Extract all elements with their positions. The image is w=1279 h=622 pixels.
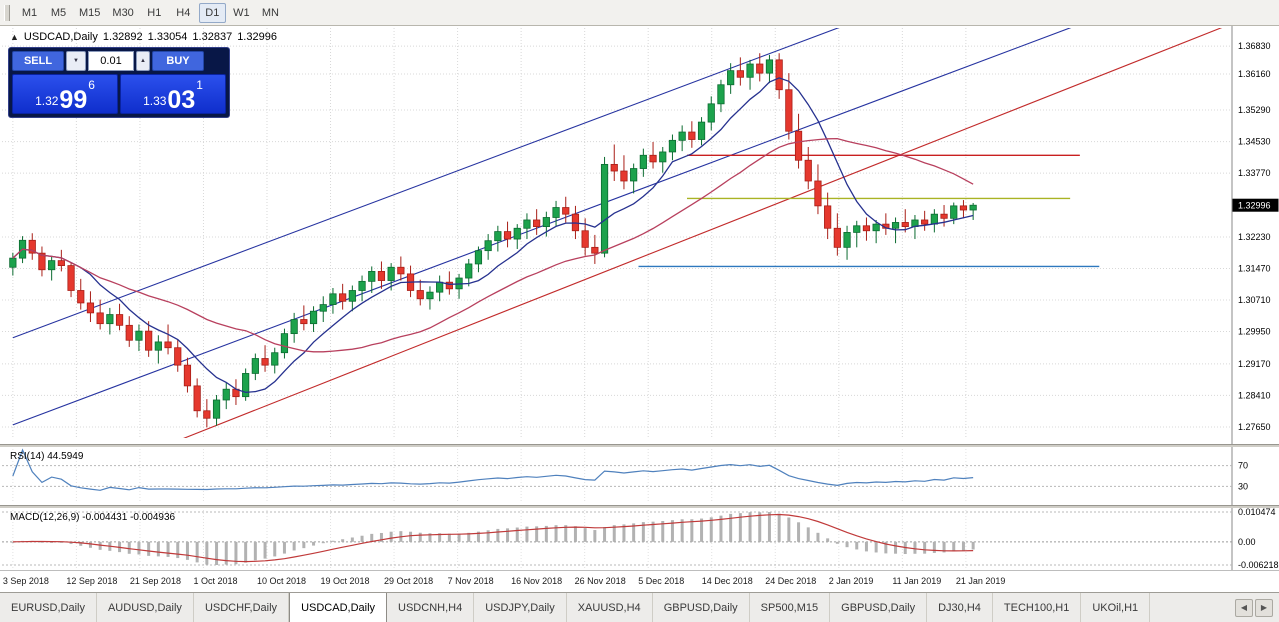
ma-slow-line — [12, 137, 974, 353]
rsi-indicator-label: RSI(14) 44.5949 — [10, 451, 84, 462]
rsi-panel-canvas[interactable]: 70 30 RSI(14) 44.5949 — [0, 447, 1279, 505]
timeframe-m15-button[interactable]: M15 — [74, 3, 105, 23]
chart-tab-tech100-h1[interactable]: TECH100,H1 — [993, 593, 1082, 622]
chart-tab-usdchf-daily[interactable]: USDCHF,Daily — [194, 593, 290, 622]
tab-scroll-right-button[interactable]: ▶ — [1255, 598, 1273, 617]
chart-window: 1.36830 1.36160 1.35290 1.34530 1.33770 1.322… — [0, 26, 1279, 444]
time-axis[interactable]: 3 Sep 2018 12 Sep 2018 21 Sep 2018 1 Oct 20… — [0, 570, 1279, 592]
chart-overlay: ▲ USDCAD,Daily 1.32892 1.33054 1.32837 1.3299… — [0, 26, 1232, 444]
price-axis-label: 1.28410 — [1238, 390, 1271, 400]
macd-axis-label: -0.006218 — [1238, 560, 1279, 570]
rsi-panel-splitter[interactable] — [0, 444, 1279, 447]
price-axis-label: 1.35290 — [1238, 105, 1271, 115]
moving-averages — [12, 77, 974, 394]
rsi-level-label: 30 — [1238, 481, 1248, 491]
sell-price-big: 1.32 — [35, 94, 59, 108]
date-label: 3 Sep 2018 — [2, 576, 49, 586]
macd-axis-label: 0.010474 — [1238, 508, 1276, 517]
chart-tab-eurusd-daily[interactable]: EURUSD,Daily — [0, 593, 97, 622]
timeframe-h1-button[interactable]: H1 — [141, 3, 168, 23]
date-label: 29 Oct 2018 — [384, 576, 434, 586]
chart-tab-ukoil-h1[interactable]: UKOil,H1 — [1081, 593, 1151, 622]
sell-price-fraction: 6 — [88, 78, 95, 92]
macd-axis-label: 0.00 — [1238, 537, 1256, 547]
chart-tab-xauusd-h4[interactable]: XAUUSD,H4 — [567, 593, 653, 622]
main-grid — [2, 28, 1232, 438]
current-price-marker — [1232, 198, 1279, 212]
timeframe-mn-button[interactable]: MN — [257, 3, 284, 23]
ma-fast-line — [12, 77, 974, 394]
price-axis-label: 1.33770 — [1238, 168, 1271, 178]
volume-spinner-up-button[interactable]: ▲ — [136, 51, 150, 71]
ascending-channel-upper — [12, 28, 840, 339]
chart-tab-gbpusd-daily[interactable]: GBPUSD,Daily — [830, 593, 928, 622]
toolbar-grip[interactable] — [4, 4, 10, 21]
one-click-trading-panel: SELL ▼ ▲ BUY 1.32 99 6 1.33 03 1 — [8, 47, 230, 118]
buy-price-big: 1.33 — [143, 94, 167, 108]
tab-scroll-left-button[interactable]: ◀ — [1235, 598, 1253, 617]
price-axis-label: 1.34530 — [1238, 137, 1271, 147]
macd-panel-splitter[interactable] — [0, 505, 1279, 508]
sell-button[interactable]: SELL — [12, 51, 64, 71]
buy-price-pips: 03 — [167, 85, 196, 114]
chart-tab-gbpusd-daily[interactable]: GBPUSD,Daily — [653, 593, 750, 622]
macd-signal-line — [12, 513, 974, 563]
macd-histogram — [11, 512, 975, 565]
volume-dropdown-button[interactable]: ▼ — [66, 51, 86, 71]
date-label: 24 Dec 2018 — [765, 576, 817, 586]
date-label: 2 Jan 2019 — [828, 576, 874, 586]
price-axis-label: 1.31470 — [1238, 264, 1271, 274]
collapse-panel-icon[interactable]: ▲ — [10, 32, 19, 42]
date-label: 21 Jan 2019 — [955, 576, 1006, 586]
chart-tab-bar: EURUSD,Daily AUDUSD,Daily USDCHF,Daily USDC… — [0, 592, 1279, 622]
sell-price-display[interactable]: 1.32 99 6 — [12, 74, 118, 114]
sell-price-pips: 99 — [59, 85, 88, 114]
date-label: 12 Sep 2018 — [66, 576, 118, 586]
chart-tab-audusd-daily[interactable]: AUDUSD,Daily — [97, 593, 194, 622]
timeframe-m1-button[interactable]: M1 — [16, 3, 43, 23]
chart-tab-usdcad-daily[interactable]: USDCAD,Daily — [289, 593, 388, 622]
tab-scroll-controls: ◀ ▶ — [1235, 593, 1279, 622]
price-axis-label: 1.29170 — [1238, 359, 1271, 369]
current-price-label: 1.32996 — [1238, 201, 1271, 211]
chart-tab-usdcnh-h4[interactable]: USDCNH,H4 — [387, 593, 475, 622]
timeframe-m30-button[interactable]: M30 — [107, 3, 138, 23]
date-label: 19 Oct 2018 — [320, 576, 370, 586]
price-axis-label: 1.30710 — [1238, 295, 1271, 305]
volume-input[interactable] — [88, 51, 134, 71]
date-label: 10 Oct 2018 — [256, 576, 307, 586]
timeframe-w1-button[interactable]: W1 — [228, 3, 255, 23]
price-axis-label: 1.27650 — [1238, 422, 1271, 432]
horizontal-levels — [638, 154, 1100, 268]
date-label: 7 Nov 2018 — [447, 576, 494, 586]
price-axis-label: 1.36160 — [1238, 69, 1271, 79]
ascending-trendline — [183, 28, 1223, 438]
buy-button[interactable]: BUY — [152, 51, 204, 71]
macd-indicator-label: MACD(12,26,9) -0.004431 -0.004936 — [10, 512, 176, 523]
date-label: 26 Nov 2018 — [574, 576, 626, 586]
date-label: 16 Nov 2018 — [511, 576, 563, 586]
date-label: 1 Oct 2018 — [193, 576, 238, 586]
buy-price-fraction: 1 — [196, 78, 203, 92]
chart-tab-sp500-m15[interactable]: SP500,M15 — [750, 593, 831, 622]
timeframe-m5-button[interactable]: M5 — [45, 3, 72, 23]
chart-tab-dj30-h4[interactable]: DJ30,H4 — [927, 593, 993, 622]
rsi-line — [12, 448, 974, 491]
date-label: 14 Dec 2018 — [701, 576, 753, 586]
price-axis-label: 1.36830 — [1238, 41, 1271, 51]
date-label: 11 Jan 2019 — [892, 576, 942, 586]
date-label: 5 Dec 2018 — [638, 576, 685, 586]
macd-panel-canvas[interactable]: 0.010474 0.00 -0.006218 MACD(12,26,9) -0.00… — [0, 508, 1279, 570]
chart-tab-usdjpy-daily[interactable]: USDJPY,Daily — [474, 593, 567, 622]
rsi-level-label: 70 — [1238, 461, 1248, 471]
date-label: 21 Sep 2018 — [129, 576, 181, 586]
price-axis-label: 1.29950 — [1238, 327, 1271, 337]
buy-price-display[interactable]: 1.33 03 1 — [120, 74, 226, 114]
timeframe-h4-button[interactable]: H4 — [170, 3, 197, 23]
timeframe-toolbar: M1 M5 M15 M30 H1 H4 D1 W1 MN — [0, 0, 1279, 26]
timeframe-d1-button[interactable]: D1 — [198, 2, 226, 23]
price-axis-label: 1.32230 — [1238, 232, 1271, 242]
